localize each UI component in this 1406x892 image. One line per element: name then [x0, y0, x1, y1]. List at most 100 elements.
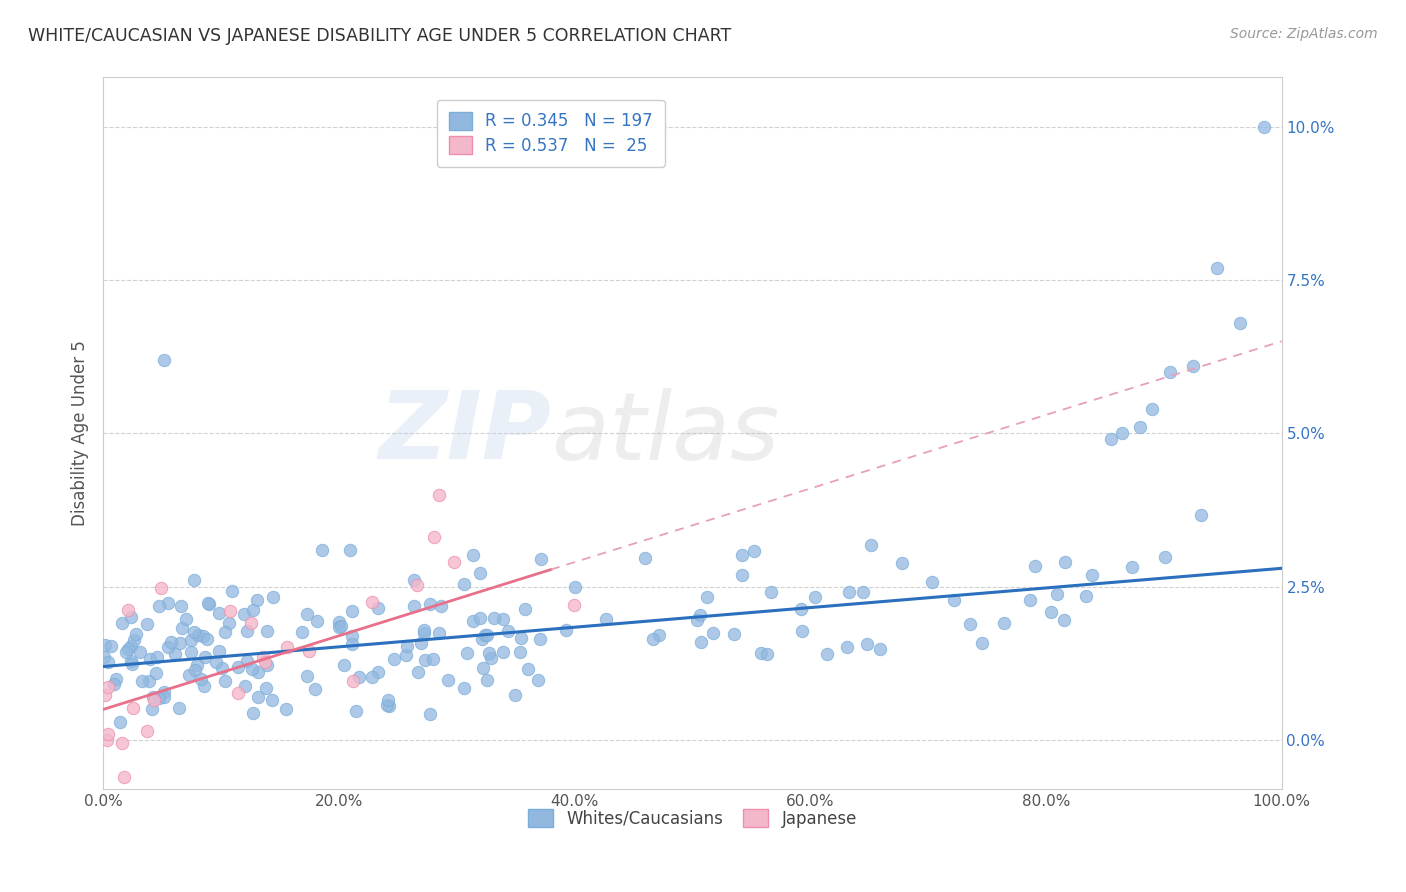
Point — [214, 674, 236, 689]
Point — [131, 674, 153, 689]
Point — [838, 585, 860, 599]
Point — [696, 590, 718, 604]
Point — [471, 632, 494, 646]
Point — [527, 673, 550, 687]
Point — [328, 615, 350, 629]
Point — [856, 637, 879, 651]
Point — [378, 698, 401, 713]
Point — [367, 665, 389, 680]
Point — [405, 578, 427, 592]
Point — [97, 727, 120, 741]
Point — [291, 625, 314, 640]
Point — [305, 615, 328, 629]
Point — [475, 627, 498, 641]
Point — [395, 639, 418, 653]
Point — [233, 607, 256, 621]
Point — [340, 629, 363, 643]
Point — [367, 601, 389, 615]
Point — [517, 662, 540, 676]
Text: atlas: atlas — [551, 388, 779, 479]
Point — [413, 653, 436, 667]
Point — [482, 611, 505, 625]
Point — [136, 723, 159, 738]
Point — [193, 679, 215, 693]
Point — [731, 568, 754, 582]
Point — [100, 640, 122, 654]
Point — [972, 636, 994, 650]
Point — [253, 655, 276, 669]
Point — [361, 595, 384, 609]
Point — [790, 601, 813, 615]
Point — [634, 551, 657, 566]
Point — [333, 658, 356, 673]
Point — [110, 714, 132, 729]
Point — [595, 612, 617, 626]
Point — [1153, 550, 1175, 565]
Point — [1111, 426, 1133, 441]
Point — [342, 674, 364, 689]
Point — [254, 681, 277, 695]
Point — [690, 634, 713, 648]
Point — [529, 632, 551, 647]
Point — [395, 648, 418, 663]
Point — [236, 624, 259, 638]
Point — [169, 700, 191, 714]
Point — [1159, 365, 1181, 379]
Point — [461, 614, 484, 628]
Point — [311, 543, 333, 558]
Point — [242, 706, 264, 720]
Point — [648, 628, 671, 642]
Point — [128, 645, 150, 659]
Point — [492, 645, 515, 659]
Text: WHITE/CAUCASIAN VS JAPANESE DISABILITY AGE UNDER 5 CORRELATION CHART: WHITE/CAUCASIAN VS JAPANESE DISABILITY A… — [28, 27, 731, 45]
Point — [226, 686, 249, 700]
Point — [1074, 590, 1097, 604]
Point — [468, 566, 491, 580]
Point — [498, 624, 520, 638]
Point — [427, 625, 450, 640]
Point — [419, 598, 441, 612]
Point — [256, 624, 278, 639]
Point — [804, 591, 827, 605]
Point — [412, 626, 434, 640]
Point — [233, 679, 256, 693]
Point — [409, 636, 432, 650]
Point — [361, 670, 384, 684]
Point — [510, 631, 533, 645]
Point — [505, 689, 527, 703]
Point — [94, 688, 117, 702]
Point — [195, 632, 218, 646]
Point — [160, 635, 183, 649]
Point — [474, 627, 496, 641]
Point — [375, 698, 398, 712]
Point — [93, 649, 115, 664]
Point — [1229, 316, 1251, 330]
Point — [246, 593, 269, 607]
Point — [792, 624, 814, 638]
Point — [340, 604, 363, 618]
Point — [859, 538, 882, 552]
Point — [142, 690, 165, 704]
Point — [298, 644, 321, 658]
Point — [749, 647, 772, 661]
Point — [183, 625, 205, 640]
Point — [402, 573, 425, 587]
Point — [1205, 260, 1227, 275]
Point — [869, 642, 891, 657]
Point — [260, 693, 283, 707]
Point — [377, 693, 399, 707]
Point — [247, 690, 270, 705]
Point — [437, 673, 460, 687]
Point — [218, 615, 240, 630]
Point — [1053, 613, 1076, 627]
Point — [219, 604, 242, 618]
Point — [239, 616, 262, 631]
Point — [122, 700, 145, 714]
Point — [461, 548, 484, 562]
Point — [138, 674, 160, 689]
Point — [111, 736, 134, 750]
Point — [453, 681, 475, 695]
Point — [190, 673, 212, 687]
Point — [187, 628, 209, 642]
Point — [96, 733, 118, 747]
